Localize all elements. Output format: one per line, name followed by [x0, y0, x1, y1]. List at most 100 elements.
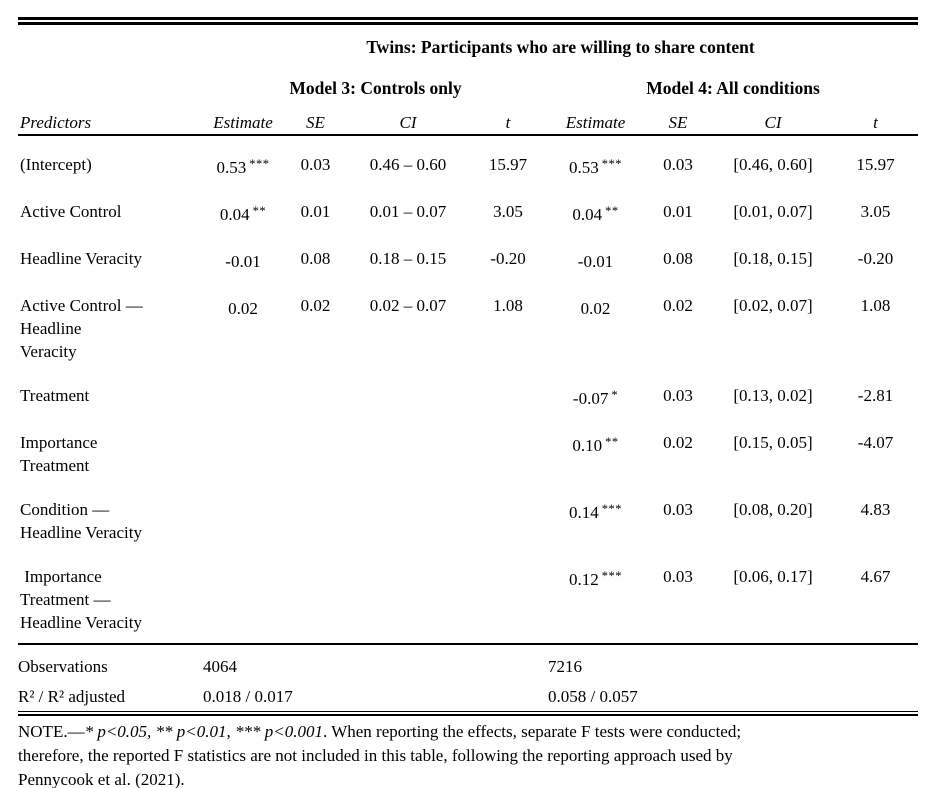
- predictor-label: Treatment: [20, 385, 90, 405]
- m3-t-cell: [468, 498, 548, 565]
- m3-ci-cell: [348, 431, 468, 498]
- r-squared-label: R² / R² adjusted: [18, 686, 125, 706]
- m4-t-cell: -0.20: [857, 248, 894, 268]
- m4-t-cell: 3.05: [860, 201, 891, 221]
- table-row-treatment: Treatment -0.07 * 0.03 [0.13, 0.02] -2.81: [18, 384, 918, 431]
- m3-estimate-cell: [203, 498, 283, 565]
- m4-ci-cell: [0.15, 0.05]: [733, 432, 813, 452]
- m3-ci-cell: 0.46 – 0.60: [369, 154, 447, 174]
- column-header-estimate-m3: Estimate: [203, 98, 283, 136]
- m3-se-cell: 0.08: [300, 248, 331, 268]
- m4-estimate-cell: 0.10 **: [548, 431, 643, 498]
- estimate-value: 0.10: [572, 435, 603, 455]
- m4-estimate-cell: 0.14 ***: [548, 498, 643, 565]
- m4-se-cell: 0.08: [663, 248, 693, 268]
- m3-estimate-cell: 0.53 ***: [203, 135, 283, 200]
- regression-table: Twins: Participants who are willing to s…: [18, 25, 919, 711]
- model-summary-section: Observations 4064 7216 R² / R² adjusted …: [18, 643, 919, 711]
- column-header-t-m4: t: [833, 98, 919, 136]
- m4-se-cell: 0.03: [663, 154, 693, 174]
- estimate-value: 0.04: [572, 204, 603, 224]
- m4-estimate-cell: -0.01: [548, 247, 643, 294]
- m3-t-cell: [468, 431, 548, 498]
- estimate-value: -0.07: [572, 388, 609, 408]
- table-note: NOTE.—* p<0.05, ** p<0.01, *** p<0.001. …: [18, 720, 918, 788]
- m4-t-cell: -2.81: [857, 385, 894, 405]
- estimate-value: 0.53: [216, 157, 247, 177]
- predictor-label: Condition — Headline Veracity: [20, 499, 142, 542]
- column-header-se-m3: SE: [283, 98, 348, 136]
- m3-t-cell: [468, 565, 548, 644]
- m3-se-cell: 0.03: [300, 154, 331, 174]
- m3-se-cell: [283, 431, 348, 498]
- significance-stars: **: [252, 203, 267, 218]
- m3-estimate-cell: 0.02: [203, 294, 283, 384]
- table-title: Twins: Participants who are willing to s…: [366, 36, 755, 57]
- table-row-importance-treatment: Importance Treatment 0.10 ** 0.02 [0.15, …: [18, 431, 918, 498]
- m4-se-cell: 0.02: [663, 432, 693, 452]
- m4-t-cell: -4.07: [857, 432, 894, 452]
- m3-se-cell: 0.01: [300, 201, 331, 221]
- m4-ci-cell: [0.18, 0.15]: [733, 248, 813, 268]
- m4-ci-cell: [0.01, 0.07]: [733, 201, 813, 221]
- significance-stars: ***: [249, 156, 270, 171]
- m3-estimate-cell: [203, 565, 283, 644]
- predictor-label: Importance Treatment: [20, 432, 98, 475]
- predictor-label: Headline Veracity: [20, 248, 142, 268]
- m4-ci-cell: [0.46, 0.60]: [733, 154, 813, 174]
- r-squared-m4-value: 0.058 / 0.057: [548, 686, 638, 706]
- m3-ci-cell: [348, 384, 468, 431]
- table-row-importance-treatment-x-headline-veracity: Importance Treatment — Headline Veracity…: [18, 565, 918, 644]
- table-row-condition-x-headline-veracity: Condition — Headline Veracity 0.14 *** 0.…: [18, 498, 918, 565]
- predictor-label: Importance Treatment — Headline Veracity: [20, 566, 142, 632]
- note-rule-line-2: [18, 714, 918, 716]
- column-header-row: Predictors Estimate SE CI t Estimate SE …: [18, 98, 919, 136]
- m3-t-cell: 15.97: [488, 154, 528, 174]
- spacer-cell: [18, 66, 203, 99]
- m4-se-cell: 0.01: [663, 201, 693, 221]
- table-title-row: Twins: Participants who are willing to s…: [18, 25, 918, 66]
- note-rule-line-1: [18, 710, 918, 712]
- m4-se-cell: 0.03: [663, 566, 693, 586]
- m3-estimate-cell: [203, 384, 283, 431]
- estimate-value: 0.04: [219, 204, 250, 224]
- estimate-value: 0.14: [569, 502, 599, 522]
- m4-ci-cell: [0.08, 0.20]: [733, 499, 813, 519]
- significance-stars: ***: [601, 156, 622, 171]
- estimate-value: -0.01: [225, 251, 261, 271]
- m4-t-cell: 4.83: [860, 499, 891, 519]
- m4-ci-cell: [0.06, 0.17]: [733, 566, 813, 586]
- estimate-value: -0.01: [577, 251, 614, 271]
- observations-label: Observations: [18, 656, 108, 676]
- m3-ci-cell: 0.02 – 0.07: [369, 295, 447, 315]
- m3-ci-cell: [348, 565, 468, 644]
- note-body-text: . When reporting the effects, separate F…: [18, 721, 742, 788]
- m3-t-cell: 3.05: [493, 201, 523, 221]
- m4-se-cell: 0.03: [663, 499, 693, 519]
- significance-stars: **: [605, 203, 619, 218]
- m3-t-cell: 1.08: [493, 295, 523, 315]
- column-header-predictors: Predictors: [18, 98, 203, 136]
- predictor-label: Active Control — Headline Veracity: [20, 295, 143, 361]
- m3-estimate-cell: [203, 431, 283, 498]
- m4-estimate-cell: 0.04 **: [548, 200, 643, 247]
- m4-ci-cell: [0.02, 0.07]: [733, 295, 813, 315]
- observations-m4-value: 7216: [548, 656, 582, 676]
- observations-row: Observations 4064 7216: [18, 644, 918, 685]
- m4-se-cell: 0.02: [663, 295, 693, 315]
- significance-stars: ***: [601, 501, 622, 516]
- m4-t-cell: 4.67: [860, 566, 891, 586]
- r-squared-row: R² / R² adjusted 0.018 / 0.017 0.058 / 0…: [18, 685, 918, 711]
- note-double-rule: [18, 710, 918, 716]
- m3-se-cell: 0.02: [300, 295, 331, 315]
- estimate-value: 0.02: [228, 298, 258, 318]
- column-header-t-m3: t: [468, 98, 548, 136]
- model4-header: Model 4: All conditions: [646, 77, 820, 98]
- top-rule-line-1: [18, 17, 918, 20]
- column-header-ci-m3: CI: [348, 98, 468, 136]
- top-double-rule: [18, 17, 918, 25]
- m3-estimate-cell: 0.04 **: [203, 200, 283, 247]
- r-squared-m3-value: 0.018 / 0.017: [203, 686, 293, 706]
- predictor-label: (Intercept): [20, 154, 92, 174]
